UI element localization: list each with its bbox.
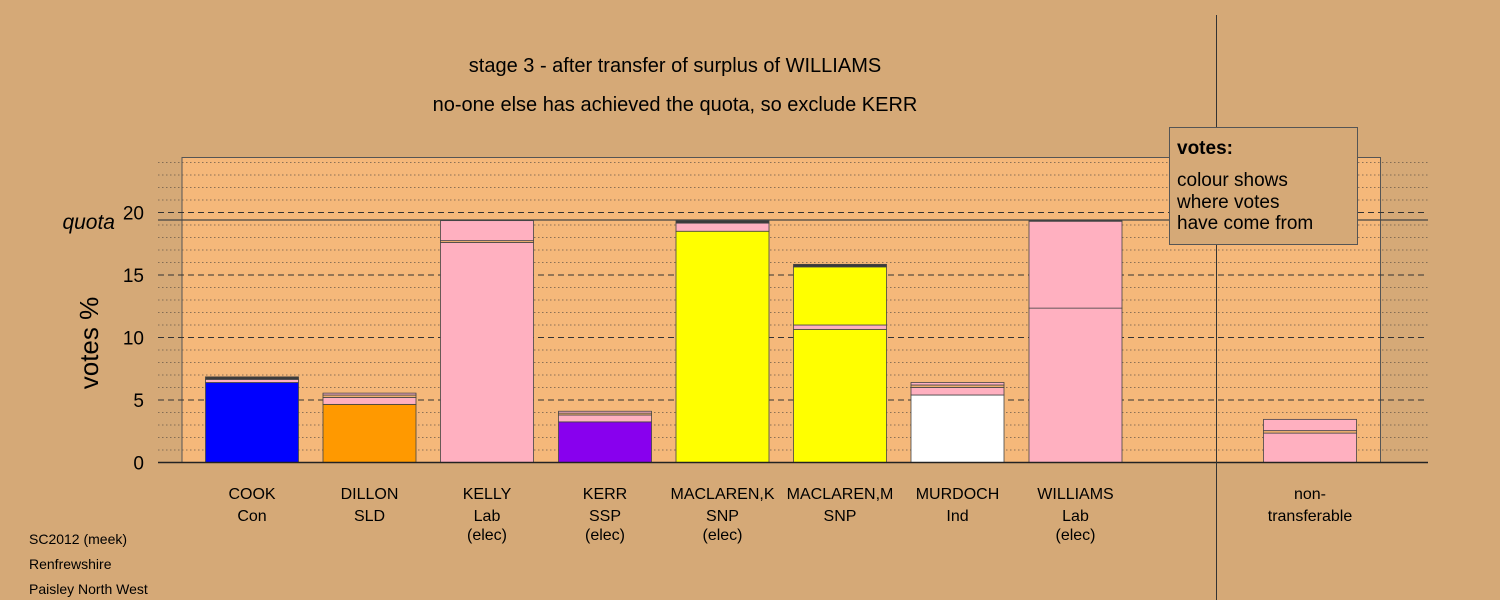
bar-segment-maclarenm-3 [793, 263, 887, 268]
y-tick-label: 5 [133, 391, 144, 412]
bars [205, 219, 1357, 463]
y-tick-label: 20 [123, 204, 144, 225]
bar-segment-murdoch-3 [910, 382, 1005, 386]
candidate-party: SSP [589, 508, 621, 525]
bar-segment-murdoch-1 [910, 387, 1005, 396]
y-tick-label: 0 [133, 454, 144, 475]
bar-segment-maclarenk-2 [675, 220, 770, 224]
legend-line-1: colour shows [1177, 170, 1288, 191]
candidate-elected: (elec) [585, 527, 625, 544]
bar-segment-kerr-1 [558, 414, 652, 423]
bar-segment-williams-0 [1028, 307, 1123, 463]
candidate-party: SNP [824, 508, 857, 525]
bar-segment-cook-1 [205, 378, 299, 383]
chart-title: stage 3 - after transfer of surplus of W… [469, 55, 881, 77]
candidate-name: KERR [583, 486, 627, 503]
bar-segment-cook-2 [205, 376, 299, 380]
candidate-name: MURDOCH [916, 486, 1000, 503]
bar-segment-non-0 [1263, 432, 1357, 463]
candidate-name: KELLY [463, 486, 512, 503]
candidate-elected: (elec) [702, 527, 742, 544]
legend-title: votes: [1177, 138, 1233, 159]
candidate-elected: (elec) [467, 527, 507, 544]
candidate-name: COOK [228, 486, 275, 503]
candidate-name: DILLON [341, 486, 399, 503]
candidate-name: WILLIAMS [1037, 486, 1113, 503]
bar-segment-kerr-3 [558, 410, 652, 414]
bar-segment-dillon-3 [322, 392, 417, 396]
y-tick-labels: 0 5 10 15 20 [123, 204, 144, 475]
footer-line-2: Renfrewshire [29, 556, 112, 572]
bar-segment-kelly-2 [440, 220, 534, 242]
bar-segment-williams-1 [1028, 220, 1123, 309]
candidate-labels: COOK Con DILLON SLD KELLY Lab (elec) KERR SSP (el… [228, 486, 1352, 544]
bar-segment-kerr-0 [558, 421, 652, 463]
bar-segment-maclarenk-1 [675, 222, 770, 232]
bar-segment-dillon-1 [322, 397, 417, 405]
footer-line-3: Paisley North West [29, 581, 148, 597]
bar-segment-maclarenm-1 [793, 324, 887, 330]
candidate-party: SNP [706, 508, 739, 525]
bar-segment-kelly-0 [440, 242, 534, 463]
footer-line-1: SC2012 (meek) [29, 531, 127, 547]
y-axis-label: votes % [74, 297, 104, 390]
candidate-party: SLD [354, 508, 385, 525]
bar-segment-cook-0 [205, 382, 299, 463]
legend-box: votes: colour shows where votes have com… [1169, 127, 1358, 245]
bar-segment-maclarenm-2 [793, 266, 887, 326]
bar-segment-non-2 [1263, 418, 1357, 432]
candidate-name: non- [1294, 486, 1326, 503]
candidate-name: MACLAREN,K [670, 486, 774, 503]
bar-segment-dillon-0 [322, 403, 417, 463]
candidate-elected: (elec) [1055, 527, 1095, 544]
legend-line-3: have come from [1177, 213, 1313, 234]
legend-line-2: where votes [1176, 192, 1279, 213]
y-tick-label: 15 [123, 266, 144, 287]
quota-label: quota [62, 211, 115, 234]
bar-segment-maclarenk-0 [675, 230, 770, 463]
y-tick-label: 10 [123, 329, 144, 350]
bar-segment-maclarenm-0 [793, 328, 887, 463]
candidate-party: transferable [1268, 508, 1353, 525]
chart-subtitle: no-one else has achieved the quota, so e… [433, 94, 918, 116]
candidate-party: Lab [474, 508, 501, 525]
candidate-party: Lab [1062, 508, 1089, 525]
legend-frame [1169, 127, 1358, 245]
candidate-party: Con [237, 508, 266, 525]
candidate-party: Ind [946, 508, 968, 525]
bar-segment-murdoch-0 [910, 394, 1005, 463]
candidate-name: MACLAREN,M [787, 486, 894, 503]
